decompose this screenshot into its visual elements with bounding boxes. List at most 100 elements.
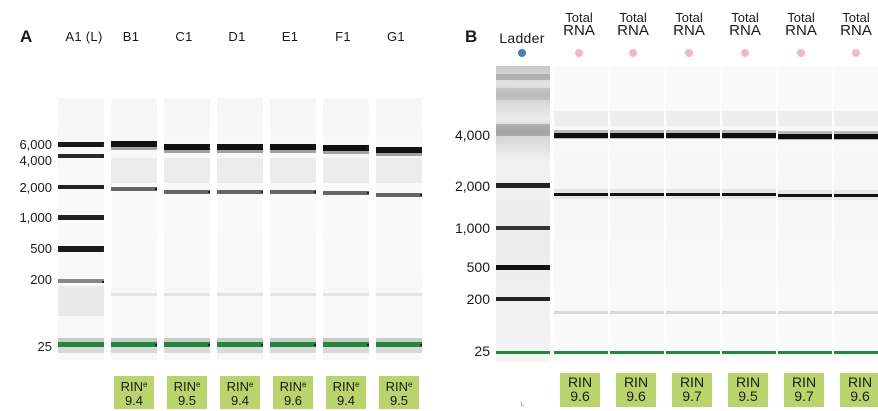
rin-label: RIN xyxy=(173,379,196,394)
sample-header: Total RNA xyxy=(828,10,878,39)
sample-lane xyxy=(666,66,720,362)
ladder-band-500 xyxy=(58,246,104,252)
rna-18s-band xyxy=(666,193,720,196)
rna-smear xyxy=(376,158,422,183)
ladder-smear xyxy=(58,286,104,316)
marker-shadow xyxy=(323,338,369,342)
rna-18s-band xyxy=(778,194,832,197)
lower-marker-band xyxy=(217,342,263,347)
tick xyxy=(102,217,104,219)
rin-label: RIN xyxy=(847,374,873,390)
ladder-band-4000 xyxy=(58,154,104,158)
sample-header-line2: RNA xyxy=(563,22,595,39)
rna-18s-band xyxy=(610,193,664,196)
sample-lane xyxy=(164,98,210,360)
ladder-haze xyxy=(496,74,550,80)
lower-marker-band xyxy=(554,351,608,354)
rna-18s-band xyxy=(376,193,422,197)
ladder-dot xyxy=(518,49,526,57)
ladder-band-2000 xyxy=(58,185,104,189)
rna-smear xyxy=(270,158,316,183)
rna-18s-halo xyxy=(554,189,608,199)
marker-shadow xyxy=(58,338,104,342)
rna-smear xyxy=(111,158,157,183)
rna-28s-band xyxy=(217,144,263,150)
sample-header: Total RNA xyxy=(551,11,607,39)
rin-superscript: e xyxy=(248,380,254,389)
tick xyxy=(261,344,263,346)
rna-28s-band xyxy=(111,141,157,147)
rna-smear xyxy=(722,111,776,126)
tick xyxy=(208,344,210,346)
rin-label: RIN xyxy=(623,374,649,390)
rna-smear xyxy=(666,111,720,126)
rna-18s-band xyxy=(217,190,263,194)
rna-18s-halo xyxy=(834,190,878,200)
rin-value: 9.6 xyxy=(570,388,590,404)
sample-lane xyxy=(610,66,664,362)
ladder-footnote: L xyxy=(521,402,525,408)
tick xyxy=(261,146,263,148)
rna-28s-band xyxy=(270,144,316,150)
ladder-band-200 xyxy=(496,297,550,301)
rna-smear xyxy=(217,158,263,183)
marker-shadow xyxy=(164,347,210,353)
marker-shadow xyxy=(270,338,316,342)
faint-band xyxy=(722,311,776,314)
lower-marker-band xyxy=(58,342,104,347)
ladder-haze xyxy=(496,88,550,100)
sample-lane xyxy=(778,66,832,362)
ladder-lane xyxy=(496,66,550,362)
rin-label: RIN xyxy=(791,374,817,390)
rna-28s-band xyxy=(666,133,720,138)
ladder-band-6000 xyxy=(58,142,104,147)
marker-shadow xyxy=(270,347,316,353)
rna-18s-band xyxy=(722,193,776,196)
tick xyxy=(102,144,104,146)
tick xyxy=(314,146,316,148)
rin-badge: RIN 9.6 xyxy=(616,373,656,407)
sample-header-line2: RNA xyxy=(840,22,872,39)
sample-lane xyxy=(270,98,316,360)
ladder-band-1000 xyxy=(496,226,550,230)
ladder-band-500 xyxy=(496,265,550,270)
size-label: 500 xyxy=(466,259,490,275)
rna-smear xyxy=(778,111,832,126)
ladder-marker xyxy=(496,351,550,354)
tick xyxy=(102,281,104,283)
rna-18s-band xyxy=(111,187,157,191)
sample-dot xyxy=(797,49,805,57)
sample-header: Total RNA xyxy=(773,11,829,38)
size-label: 200 xyxy=(466,291,490,307)
rna-18s-halo xyxy=(610,189,664,199)
sample-header-line1: Total xyxy=(675,10,703,25)
sample-header-line1: Total xyxy=(842,10,870,25)
sample-dot xyxy=(629,49,637,57)
sample-dot xyxy=(741,49,749,57)
lower-marker-band xyxy=(722,351,776,354)
faint-band xyxy=(217,293,263,296)
tick xyxy=(367,344,369,346)
rin-superscript: e xyxy=(407,380,413,389)
sample-header-line1: Total xyxy=(731,10,759,25)
tick xyxy=(261,191,263,193)
ladder-band-4000 xyxy=(496,124,550,136)
rna-18s-halo xyxy=(722,189,776,199)
rin-badge: RINe 9.4 xyxy=(326,376,366,409)
rin-badge: RIN 9.7 xyxy=(672,373,712,407)
rna-18s-halo xyxy=(778,190,832,200)
rna-18s-band xyxy=(554,193,608,196)
rna-18s-halo xyxy=(666,189,720,199)
rna-28s-band xyxy=(164,144,210,150)
rin-badge: RINe 9.6 xyxy=(273,376,313,409)
sample-lane xyxy=(111,98,157,360)
sample-lane xyxy=(323,98,369,360)
size-label: 25 xyxy=(474,343,490,359)
rin-label: RIN xyxy=(735,374,761,390)
lane-header: C1 xyxy=(175,29,193,44)
rin-superscript: e xyxy=(301,380,307,389)
sample-lane xyxy=(376,98,422,360)
size-label: 200 xyxy=(30,272,52,287)
tick xyxy=(314,344,316,346)
size-label: 2,000 xyxy=(454,178,490,194)
